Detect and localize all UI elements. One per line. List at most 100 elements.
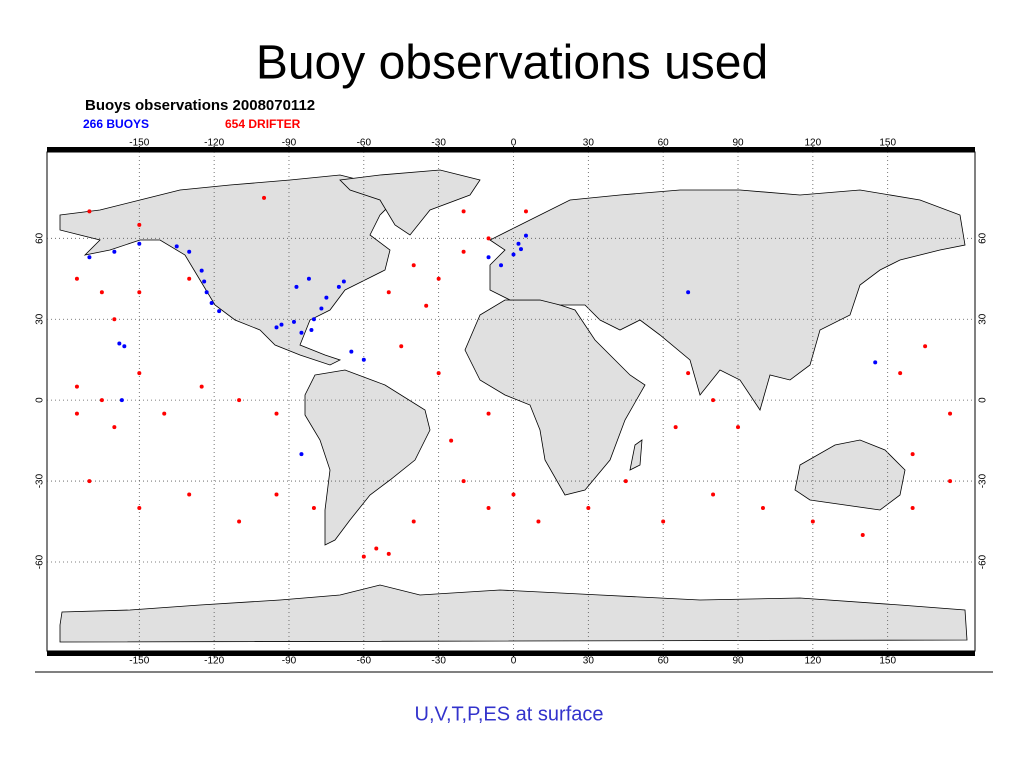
- observation-point: [204, 290, 209, 295]
- x-tick-label: 120: [805, 656, 822, 667]
- observation-point: [87, 479, 92, 484]
- observation-point: [294, 284, 299, 289]
- observation-point: [137, 241, 142, 246]
- observation-point: [873, 360, 878, 365]
- observation-point: [511, 252, 516, 257]
- land: [59, 169, 968, 643]
- observation-point: [137, 506, 142, 511]
- y-tick-label: -60: [978, 554, 989, 569]
- observation-point: [486, 236, 491, 241]
- x-tick-label: 30: [583, 138, 595, 149]
- observation-point: [673, 425, 678, 430]
- observation-point: [137, 290, 142, 295]
- observation-point: [860, 533, 865, 538]
- observation-point: [299, 452, 304, 457]
- map: [46, 146, 976, 657]
- map-title: Buoys observations 2008070112: [85, 97, 315, 114]
- observation-point: [319, 306, 324, 311]
- observation-point: [119, 398, 124, 403]
- observation-point: [137, 371, 142, 376]
- observation-point: [623, 479, 628, 484]
- observation-point: [686, 290, 691, 295]
- observation-point: [99, 290, 104, 295]
- observation-point: [217, 309, 222, 314]
- south-america: [304, 369, 431, 546]
- observation-point: [711, 398, 716, 403]
- observation-point: [523, 209, 528, 214]
- observation-point: [486, 255, 491, 260]
- x-tick-label: 90: [732, 656, 744, 667]
- observation-point: [299, 330, 304, 335]
- x-tick-label: -120: [204, 138, 224, 149]
- observation-point: [87, 209, 92, 214]
- observation-point: [209, 301, 214, 306]
- observation-point: [237, 398, 242, 403]
- observation-point: [898, 371, 903, 376]
- observation-point: [516, 241, 521, 246]
- x-tick-label: -30: [431, 138, 446, 149]
- observation-point: [948, 479, 953, 484]
- observation-point: [374, 546, 379, 551]
- antarctica: [59, 584, 968, 643]
- x-tick-label: -60: [357, 138, 372, 149]
- x-tick-label: 90: [732, 138, 744, 149]
- observation-point: [87, 255, 92, 260]
- observation-point: [486, 411, 491, 416]
- observation-point: [486, 506, 491, 511]
- observation-point: [711, 492, 716, 497]
- x-tick-label: 120: [805, 138, 822, 149]
- observation-point: [187, 249, 192, 254]
- observation-point: [74, 384, 79, 389]
- observation-point: [948, 411, 953, 416]
- observation-point: [202, 279, 207, 284]
- observation-point: [199, 384, 204, 389]
- legend-label: 266 BUOYS: [83, 117, 149, 131]
- observation-point: [499, 263, 504, 268]
- observation-point: [74, 276, 79, 281]
- observation-point: [341, 279, 346, 284]
- observation-point: [187, 492, 192, 497]
- x-tick-label: -90: [282, 656, 297, 667]
- observation-point: [736, 425, 741, 430]
- observation-point: [112, 317, 117, 322]
- x-tick-label: 150: [879, 656, 896, 667]
- x-tick-label: -30: [431, 656, 446, 667]
- y-tick-label: -30: [35, 473, 46, 488]
- observation-point: [137, 222, 142, 227]
- x-tick-label: 60: [658, 138, 670, 149]
- x-tick-label: 0: [511, 138, 517, 149]
- y-tick-label: -60: [35, 554, 46, 569]
- y-tick-label: -30: [978, 473, 989, 488]
- top-border: [47, 147, 975, 152]
- observation-point: [536, 519, 541, 524]
- observation-point: [112, 249, 117, 254]
- greenland: [339, 169, 481, 236]
- y-tick-label: 60: [35, 232, 46, 244]
- observation-point: [237, 519, 242, 524]
- observation-point: [910, 452, 915, 457]
- africa: [464, 299, 646, 496]
- y-tick-label: 60: [978, 232, 989, 244]
- observation-point: [661, 519, 666, 524]
- observation-point: [411, 519, 416, 524]
- observation-point: [923, 344, 928, 349]
- observation-point: [291, 319, 296, 324]
- north-america: [59, 174, 396, 366]
- observation-point: [336, 284, 341, 289]
- x-tick-label: 0: [511, 656, 517, 667]
- y-tick-label: 30: [35, 313, 46, 325]
- observation-point: [117, 341, 122, 346]
- observation-point: [274, 492, 279, 497]
- observation-point: [523, 233, 528, 238]
- observation-point: [187, 276, 192, 281]
- observation-point: [461, 209, 466, 214]
- observation-point: [511, 492, 516, 497]
- observation-point: [436, 371, 441, 376]
- observation-point: [449, 438, 454, 443]
- observation-point: [274, 325, 279, 330]
- observation-point: [436, 276, 441, 281]
- x-tick-label: -150: [129, 656, 149, 667]
- observation-point: [760, 506, 765, 511]
